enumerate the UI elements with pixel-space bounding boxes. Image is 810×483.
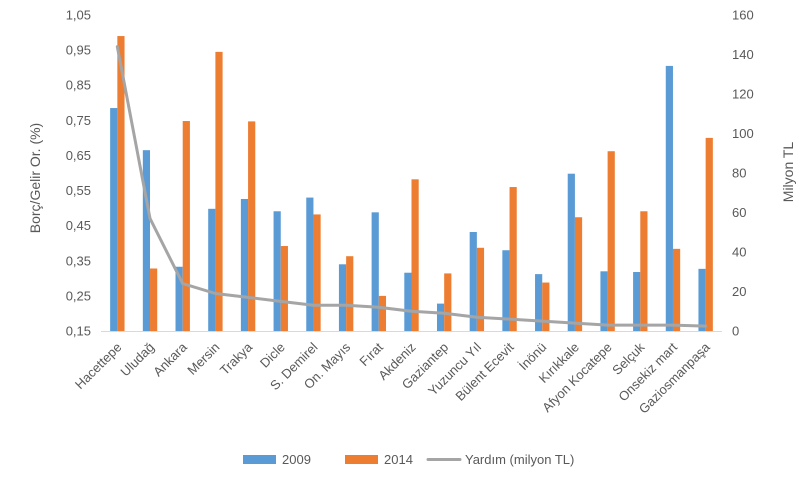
bar-2014-S. Demirel xyxy=(313,214,320,331)
legend-swatch-2014 xyxy=(345,455,378,464)
bars-group xyxy=(110,36,713,331)
y-tick-left: 0,65 xyxy=(66,148,91,163)
bar-2014-Fırat xyxy=(379,296,386,331)
bar-2009-Uludağ xyxy=(143,150,150,331)
y-tick-left: 0,75 xyxy=(66,113,91,128)
bar-2009-On. Mayıs xyxy=(339,264,346,331)
bar-2009-Gaziosmanpaşa xyxy=(698,269,705,331)
bar-2014-İnönü xyxy=(542,283,549,331)
y-tick-left: 0,25 xyxy=(66,288,91,303)
y-tick-right: 60 xyxy=(732,205,746,220)
y-tick-right: 160 xyxy=(732,8,754,23)
y-tick-right: 40 xyxy=(732,245,746,260)
bar-2014-Dicle xyxy=(281,246,288,331)
bar-2009-Afyon Kocatepe xyxy=(600,271,607,331)
bar-2014-Gaziosmanpaşa xyxy=(706,138,713,331)
legend-label-2009: 2009 xyxy=(282,452,311,467)
y-tick-right: 120 xyxy=(732,87,754,102)
bar-2009-S. Demirel xyxy=(306,198,313,331)
x-tick-label: Mersin xyxy=(184,340,222,378)
y-tick-left: 0,95 xyxy=(66,43,91,58)
y-tick-left: 0,85 xyxy=(66,78,91,93)
bar-2014-Selçuk xyxy=(640,211,647,331)
y-tick-right: 140 xyxy=(732,47,754,62)
bar-2014-Uludağ xyxy=(150,269,157,331)
legend: 2009 2014 Yardım (milyon TL) xyxy=(243,452,574,467)
y-axis-left-title: Borç/Gelir Or. (%) xyxy=(27,123,43,233)
legend-label-2014: 2014 xyxy=(384,452,413,467)
y-tick-right: 100 xyxy=(732,126,754,141)
x-tick-label: Hacettepe xyxy=(72,340,125,393)
bar-2014-Ankara xyxy=(183,121,190,331)
y-tick-left: 0,35 xyxy=(66,253,91,268)
x-tick-label: Uludağ xyxy=(117,340,157,380)
bar-2014-On. Mayıs xyxy=(346,256,353,331)
x-tick-label: Trakya xyxy=(217,339,256,378)
bar-2014-Afyon Kocatepe xyxy=(608,151,615,331)
x-tick-label: Ankara xyxy=(150,339,190,379)
bar-2009-Kırıkkale xyxy=(568,174,575,331)
bar-2014-Onsekiz mart xyxy=(673,249,680,331)
bar-2009-Gaziantep xyxy=(437,304,444,331)
bar-2009-Akdeniz xyxy=(404,273,411,331)
y-tick-right: 0 xyxy=(732,324,739,339)
y-axis-right: 0 20 40 60 80 100 120 140 160 xyxy=(732,8,754,339)
y-tick-right: 80 xyxy=(732,166,746,181)
bar-2009-Hacettepe xyxy=(110,108,117,331)
bar-2009-Trakya xyxy=(241,199,248,331)
bar-2014-Akdeniz xyxy=(412,179,419,331)
bar-2014-Kırıkkale xyxy=(575,217,582,331)
y-tick-left: 0,45 xyxy=(66,218,91,233)
y-tick-left: 0,55 xyxy=(66,183,91,198)
legend-swatch-2009 xyxy=(243,455,276,464)
y-tick-left: 0,15 xyxy=(66,324,91,339)
bar-2009-Dicle xyxy=(274,211,281,331)
bar-2014-Gaziantep xyxy=(444,273,451,331)
bar-2009-Mersin xyxy=(208,209,215,331)
bar-2009-Fırat xyxy=(372,212,379,331)
bar-2009-Selçuk xyxy=(633,272,640,331)
bar-2014-Mersin xyxy=(215,52,222,331)
legend-label-yardim: Yardım (milyon TL) xyxy=(465,452,574,467)
y-tick-left: 1,05 xyxy=(66,8,91,23)
y-axis-left: 0,15 0,25 0,35 0,45 0,55 0,65 0,75 0,85 0,95 1,05 xyxy=(66,8,91,339)
y-tick-right: 20 xyxy=(732,284,746,299)
y-axis-right-title: Milyon TL xyxy=(780,142,796,203)
bar-2014-Bülent Ecevit xyxy=(510,187,517,331)
bar-2009-Onsekiz mart xyxy=(666,66,673,331)
